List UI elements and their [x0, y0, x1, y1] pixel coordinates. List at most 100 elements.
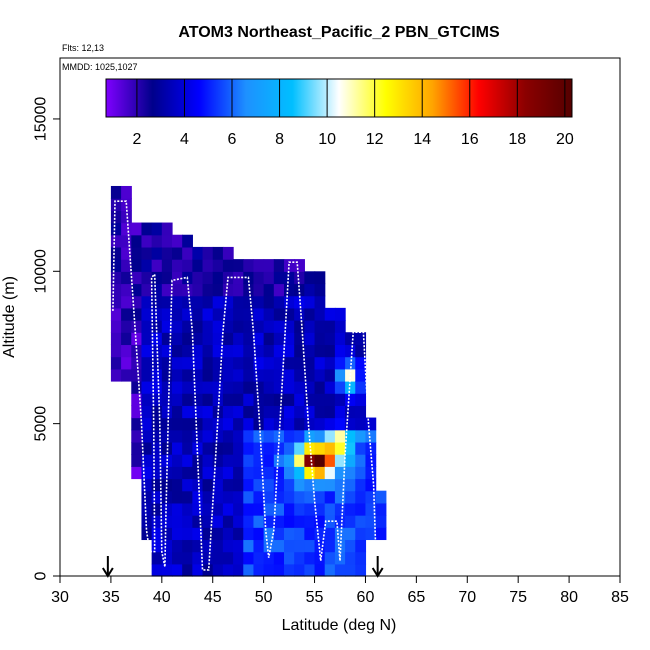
- heatmap-cell: [273, 295, 285, 309]
- heatmap-cell: [161, 246, 173, 260]
- heatmap-cell: [284, 441, 295, 455]
- heatmap-cell: [141, 502, 153, 516]
- heatmap-cell: [121, 368, 132, 382]
- heatmap-cell: [273, 478, 285, 492]
- heatmap-cell: [314, 515, 326, 528]
- heatmap-cell: [294, 527, 305, 541]
- heatmap-cell: [294, 405, 305, 419]
- heatmap-cell: [334, 441, 346, 455]
- heatmap-cell: [161, 368, 173, 382]
- heatmap-cell: [192, 307, 204, 321]
- heatmap-cell: [151, 490, 163, 504]
- heatmap-cell: [253, 344, 265, 358]
- heatmap-cell: [314, 332, 326, 346]
- x-tick-label: 75: [509, 589, 527, 606]
- heatmap-cell: [202, 429, 214, 443]
- heatmap-cell: [182, 502, 193, 516]
- arrow-head: [371, 567, 384, 578]
- heatmap-cell: [334, 515, 346, 528]
- heatmap-cell: [334, 393, 346, 406]
- heatmap-cell: [355, 551, 367, 565]
- heatmap-cell: [212, 283, 224, 297]
- heatmap-cell: [243, 320, 255, 333]
- heatmap-cell: [212, 368, 224, 382]
- y-tick-label: 10000: [33, 249, 50, 294]
- heatmap-cell: [253, 466, 265, 480]
- heatmap-cell: [304, 380, 316, 394]
- heatmap-cell: [334, 332, 346, 346]
- heatmap-cell: [284, 356, 295, 370]
- heatmap-cell: [182, 332, 193, 346]
- heatmap-cell: [294, 539, 305, 553]
- heatmap-cell: [233, 429, 244, 443]
- heatmap-cell: [192, 417, 204, 431]
- heatmap-cell: [324, 429, 336, 443]
- heatmap-cell: [110, 356, 122, 370]
- heatmap-cell: [314, 380, 326, 394]
- heatmap-cell: [202, 441, 214, 455]
- heatmap-cell: [263, 393, 275, 406]
- heatmap-cell: [151, 563, 163, 577]
- heatmap-cell: [110, 344, 122, 358]
- heatmap-cell: [284, 295, 295, 309]
- heatmap-cell: [192, 344, 204, 358]
- heatmap-cell: [253, 295, 265, 309]
- heatmap-cell: [172, 283, 183, 297]
- heatmap-cell: [284, 417, 295, 431]
- heatmap-cell: [202, 417, 214, 431]
- heatmap-cell: [151, 380, 163, 394]
- heatmap-cell: [284, 271, 295, 285]
- x-tick-label: 50: [255, 589, 273, 606]
- heatmap-cell: [273, 307, 285, 321]
- heatmap-cell: [273, 515, 285, 528]
- heatmap-cell: [192, 466, 204, 480]
- heatmap-cell: [141, 307, 153, 321]
- heatmap-cell: [172, 502, 183, 516]
- heatmap-cell: [131, 320, 143, 333]
- heatmap-cell: [233, 551, 244, 565]
- heatmap-cell: [233, 320, 244, 333]
- y-tick-label: 5000: [33, 406, 50, 442]
- heatmap-cell: [345, 466, 356, 480]
- heatmap-cell: [110, 259, 122, 272]
- heatmap-cell: [273, 283, 285, 297]
- heatmap-cell: [141, 478, 153, 492]
- heatmap-cell: [182, 307, 193, 321]
- heatmap-cell: [192, 295, 204, 309]
- heatmap-cell: [151, 393, 163, 406]
- heatmap-cell: [263, 320, 275, 333]
- heatmap-cell: [212, 441, 224, 455]
- heatmap-cell: [334, 563, 346, 577]
- x-tick-label: 70: [458, 589, 476, 606]
- colorbar: 2 4 6 8 10 12 14 16 18 20: [105, 78, 574, 148]
- heatmap-cell: [222, 490, 234, 504]
- heatmap-cell: [192, 332, 204, 346]
- heatmap-cell: [253, 563, 265, 577]
- y-axis: 0 5000 10000 15000: [33, 97, 60, 580]
- y-axis-label: Altitude (m): [1, 276, 18, 358]
- heatmap-cell: [355, 380, 367, 394]
- heatmap-cell: [192, 441, 204, 455]
- heatmap-cell: [212, 515, 224, 528]
- heatmap-cell: [192, 478, 204, 492]
- heatmap-cell: [273, 271, 285, 285]
- heatmap-cell: [253, 332, 265, 346]
- heatmap-cell: [314, 502, 326, 516]
- heatmap-cell: [212, 478, 224, 492]
- heatmap-cell: [243, 344, 255, 358]
- heatmap-cell: [324, 356, 336, 370]
- heatmap-cell: [161, 417, 173, 431]
- heatmap-cell: [314, 283, 326, 297]
- heatmap-cell: [263, 417, 275, 431]
- heatmap-cell: [263, 344, 275, 358]
- heatmap-cell: [294, 441, 305, 455]
- heatmap-cell: [222, 417, 234, 431]
- heatmap-cell: [141, 380, 153, 394]
- heatmap-cell: [375, 490, 387, 504]
- heatmap-cell: [141, 259, 153, 272]
- colorbar-tick-label: 4: [180, 131, 189, 148]
- heatmap-cell: [131, 234, 143, 248]
- heatmap-cell: [355, 417, 367, 431]
- heatmap-cell: [273, 332, 285, 346]
- heatmap-cell: [212, 320, 224, 333]
